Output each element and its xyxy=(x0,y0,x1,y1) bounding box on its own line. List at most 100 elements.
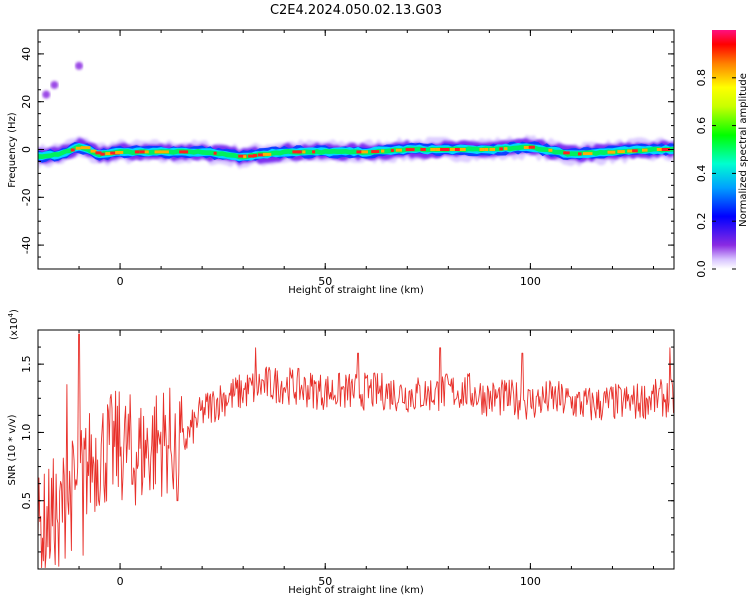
spectrogram-frame xyxy=(37,29,675,270)
band-hotspot xyxy=(312,150,316,154)
snr-x-tick-label: 50 xyxy=(318,575,332,588)
snr-line xyxy=(38,333,674,569)
band-hotspot xyxy=(430,148,436,151)
band-hotspot xyxy=(179,150,185,154)
spectrogram-x-ticks: 0 50 100 xyxy=(37,30,654,288)
band-hotspot xyxy=(371,150,380,154)
snr-x-tick-label: 0 xyxy=(117,575,124,588)
band-hotspot xyxy=(253,154,258,158)
band-hotspot xyxy=(356,150,362,154)
spectrogram-x-tick-label: 50 xyxy=(318,275,332,288)
snr-y-label: SNR (10 * v/v) xyxy=(7,414,18,485)
band-outlier xyxy=(75,61,84,70)
band-hotspot xyxy=(154,150,162,154)
band-hotspot xyxy=(90,149,97,153)
band-hotspot xyxy=(577,152,582,156)
band-hotspot xyxy=(548,148,553,152)
band-hotspot xyxy=(213,151,217,155)
band-hotspot xyxy=(184,150,189,154)
band-hotspot xyxy=(100,152,105,156)
band-hotspot xyxy=(504,147,508,151)
band-hotspot xyxy=(110,151,120,155)
band-hotspot xyxy=(134,150,140,154)
spectrogram-y-tick-label: 0 xyxy=(20,146,33,153)
snr-y-tick-label: 0.5 xyxy=(20,492,33,510)
spectrogram-y-tick-label: -40 xyxy=(20,236,33,254)
snr-y-tick-label: 1.5 xyxy=(20,355,33,373)
band-hotspot xyxy=(523,145,532,149)
band-hotspot xyxy=(459,148,466,151)
band-hotspot xyxy=(297,150,301,154)
snr-x-ticks: 0 50 100 xyxy=(37,330,654,588)
band-outlier xyxy=(42,90,51,99)
band-hotspot xyxy=(661,148,670,151)
band-hotspot xyxy=(420,148,426,151)
spectrogram-y-tick-label: 40 xyxy=(20,47,33,61)
band-hotspot xyxy=(607,150,616,154)
band-hotspot xyxy=(292,150,302,154)
colorbar: 0.0 0.2 0.4 0.6 0.8 Normalized spectral ampl… xyxy=(695,30,749,278)
band-hotspot xyxy=(115,150,124,154)
snr-scale-exponent: 4 xyxy=(7,312,15,317)
figure-title: C2E4.2024.050.02.13.G03 xyxy=(270,3,442,18)
spectrogram-panel: 0 50 100 -40 -20 0 20 40 Height of straight li… xyxy=(7,29,675,296)
band-hotspot xyxy=(144,150,149,154)
band-hotspot xyxy=(95,151,102,155)
band-hotspot xyxy=(449,148,460,151)
band-outlier xyxy=(50,80,59,89)
colorbar-tick-label: 0.8 xyxy=(695,69,708,87)
band-hotspot xyxy=(395,148,402,152)
svg-text:(x104): (x104) xyxy=(7,309,20,340)
spectrogram-y-tick-label: -20 xyxy=(20,188,33,206)
spectrogram-y-tick-label: 20 xyxy=(20,95,33,109)
band-hotspot xyxy=(528,145,535,149)
snr-x-label: Height of straight line (km) xyxy=(288,585,424,596)
snr-frame xyxy=(37,329,675,570)
band-hotspot xyxy=(80,146,91,150)
band-hotspot xyxy=(563,151,570,155)
snr-x-tick-label: 100 xyxy=(520,575,541,588)
band-hotspot xyxy=(632,149,638,153)
band-hotspot xyxy=(454,148,463,151)
band-hotspot xyxy=(390,148,394,152)
snr-y-tick-label: 1.0 xyxy=(20,424,33,442)
band-hotspot xyxy=(479,148,485,151)
band-hotspot xyxy=(484,148,489,151)
colorbar-label: Normalized spectral amplitude xyxy=(738,73,749,227)
band-hotspot xyxy=(381,149,385,153)
colorbar-tick-label: 0.0 xyxy=(695,260,708,278)
band-hotspot xyxy=(440,148,450,151)
band-hotspot xyxy=(238,154,247,158)
band-hotspot xyxy=(243,155,247,159)
band-hotspot xyxy=(641,148,648,152)
band-hotspot xyxy=(70,148,75,152)
band-hotspot xyxy=(489,148,496,151)
band-hotspot xyxy=(405,148,415,152)
band-hotspot xyxy=(656,148,665,151)
snr-scale-note: (x104) xyxy=(7,309,20,340)
band-hotspot xyxy=(159,150,169,154)
colorbar-tick-label: 0.6 xyxy=(695,117,708,135)
snr-scale-suffix: ) xyxy=(9,309,20,313)
band-hotspot xyxy=(248,154,255,158)
band-hotspot xyxy=(627,149,637,153)
band-hotspot xyxy=(257,153,265,157)
snr-panel: 0 50 100 0.5 1.0 1.5 Height of straight line… xyxy=(7,309,675,596)
spectrogram-x-tick-label: 100 xyxy=(520,275,541,288)
band-hotspot xyxy=(435,148,443,151)
band-green xyxy=(38,144,674,160)
colorbar-gradient xyxy=(712,30,736,269)
spectrogram-x-tick-label: 0 xyxy=(117,275,124,288)
spectrogram-x-label: Height of straight line (km) xyxy=(288,285,424,296)
band-hotspot xyxy=(499,147,504,151)
band-hotspot xyxy=(302,150,306,154)
snr-scale-prefix: (x10 xyxy=(9,317,20,340)
colorbar-ticks: 0.0 0.2 0.4 0.6 0.8 xyxy=(695,69,736,278)
band-hotspot xyxy=(75,146,81,150)
colorbar-tick-label: 0.4 xyxy=(695,165,708,183)
band-hotspot xyxy=(262,152,272,156)
band-hotspot xyxy=(582,152,593,156)
spectrogram-band xyxy=(38,61,674,170)
snr-y-ticks: 0.5 1.0 1.5 xyxy=(20,329,674,570)
